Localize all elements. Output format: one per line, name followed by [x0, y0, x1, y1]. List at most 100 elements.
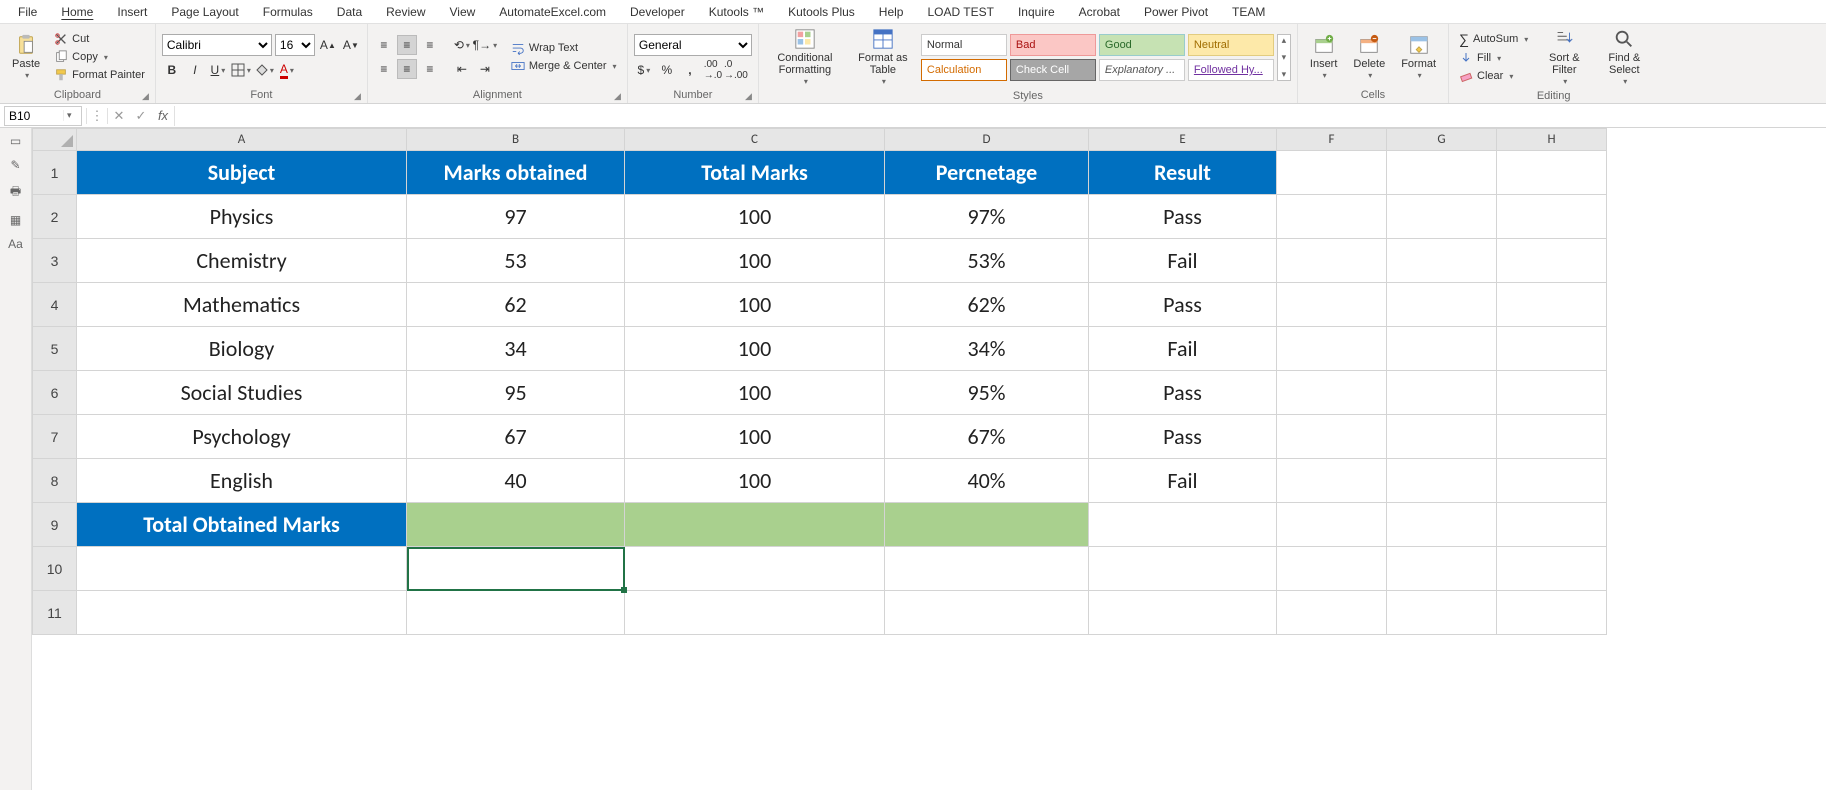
enter-formula-button[interactable]: ✓ [130, 108, 152, 124]
row-header[interactable]: 3 [33, 239, 77, 283]
tab-insert[interactable]: Insert [105, 2, 159, 22]
italic-button[interactable]: I [185, 60, 205, 80]
cell[interactable]: English [77, 459, 407, 503]
name-box[interactable]: ▾ [4, 106, 82, 126]
tab-kutools-plus[interactable]: Kutools Plus [776, 2, 867, 22]
decrease-decimal-button[interactable]: .0→.00 [726, 60, 746, 80]
cell[interactable] [1277, 371, 1387, 415]
row-header[interactable]: 10 [33, 547, 77, 591]
row-header[interactable]: 8 [33, 459, 77, 503]
col-header[interactable]: A [77, 129, 407, 151]
paste-button[interactable]: Paste ▾ [6, 32, 46, 83]
find-select-button[interactable]: Find & Select▾ [1596, 26, 1652, 89]
name-box-dropdown[interactable]: ▾ [63, 110, 75, 121]
accounting-format-button[interactable]: $▾ [634, 60, 654, 80]
total-label-cell[interactable]: Total Obtained Marks [77, 503, 407, 547]
cell[interactable] [1497, 239, 1607, 283]
format-as-table-button[interactable]: Format as Table▾ [849, 26, 917, 89]
spreadsheet-grid[interactable]: A B C D E F G H 1SubjectMarks obtainedTo… [32, 128, 1826, 790]
cell[interactable] [1497, 283, 1607, 327]
cell[interactable]: 62% [885, 283, 1089, 327]
wrap-text-button[interactable]: Wrap Text [507, 40, 621, 56]
cell[interactable] [1497, 591, 1607, 635]
number-format-select[interactable]: General [634, 34, 752, 56]
tab-team[interactable]: TEAM [1220, 2, 1277, 22]
increase-font-button[interactable]: A▲ [318, 35, 338, 55]
tab-inquire[interactable]: Inquire [1006, 2, 1067, 22]
cell[interactable]: 97% [885, 195, 1089, 239]
tab-file[interactable]: File [6, 2, 49, 22]
cell[interactable] [1387, 371, 1497, 415]
borders-button[interactable]: ▾ [231, 60, 251, 80]
conditional-formatting-button[interactable]: Conditional Formatting▾ [765, 26, 845, 89]
cell[interactable] [1387, 151, 1497, 195]
cell[interactable]: 53% [885, 239, 1089, 283]
cell[interactable]: 100 [625, 327, 885, 371]
align-center-button[interactable]: ≡ [397, 59, 417, 79]
style-bad[interactable]: Bad [1010, 34, 1096, 56]
cut-button[interactable]: Cut [50, 31, 149, 47]
cell[interactable] [1387, 327, 1497, 371]
table-header-cell[interactable]: Total Marks [625, 151, 885, 195]
comma-format-button[interactable]: , [680, 60, 700, 80]
cell[interactable] [1277, 547, 1387, 591]
decrease-font-button[interactable]: A▼ [341, 35, 361, 55]
cell[interactable]: 40 [407, 459, 625, 503]
cell[interactable] [1387, 195, 1497, 239]
cell[interactable]: 95 [407, 371, 625, 415]
cell[interactable] [1497, 547, 1607, 591]
cell[interactable] [1277, 327, 1387, 371]
cell[interactable]: Pass [1089, 283, 1277, 327]
merge-center-button[interactable]: Merge & Center▾ [507, 58, 621, 74]
cell[interactable] [1497, 415, 1607, 459]
cell[interactable]: 100 [625, 283, 885, 327]
row-header[interactable]: 4 [33, 283, 77, 327]
formula-input[interactable] [174, 106, 1826, 126]
cell[interactable]: Biology [77, 327, 407, 371]
bold-button[interactable]: B [162, 60, 182, 80]
tab-load-test[interactable]: LOAD TEST [915, 2, 1005, 22]
cell[interactable]: Pass [1089, 195, 1277, 239]
cell[interactable] [1089, 503, 1277, 547]
col-header[interactable]: E [1089, 129, 1277, 151]
cell[interactable] [1277, 151, 1387, 195]
cell[interactable] [1497, 327, 1607, 371]
cell[interactable] [885, 547, 1089, 591]
cell[interactable] [77, 591, 407, 635]
col-header[interactable]: C [625, 129, 885, 151]
cell[interactable] [1387, 283, 1497, 327]
style-check-cell[interactable]: Check Cell [1010, 59, 1096, 81]
cell[interactable] [1387, 503, 1497, 547]
tab-home[interactable]: Home [49, 2, 105, 22]
cell[interactable]: Fail [1089, 459, 1277, 503]
align-middle-button[interactable]: ≡ [397, 35, 417, 55]
cell[interactable] [407, 547, 625, 591]
sort-filter-button[interactable]: Sort & Filter▾ [1536, 26, 1592, 89]
style-followed-hyperlink[interactable]: Followed Hy... [1188, 59, 1274, 81]
cancel-formula-button[interactable]: ✕ [108, 108, 130, 124]
col-header[interactable]: G [1387, 129, 1497, 151]
cell[interactable] [1277, 591, 1387, 635]
tab-formulas[interactable]: Formulas [251, 2, 325, 22]
style-good[interactable]: Good [1099, 34, 1185, 56]
cell[interactable] [1387, 547, 1497, 591]
orientation-button[interactable]: ⟲▾ [452, 35, 472, 55]
col-header[interactable]: H [1497, 129, 1607, 151]
font-size-select[interactable]: 16 [275, 34, 315, 56]
cell[interactable]: Fail [1089, 327, 1277, 371]
cell[interactable]: 95% [885, 371, 1089, 415]
cell[interactable]: 40% [885, 459, 1089, 503]
cell[interactable] [1277, 195, 1387, 239]
align-top-button[interactable]: ≡ [374, 35, 394, 55]
cell[interactable] [1277, 283, 1387, 327]
cell[interactable] [1387, 239, 1497, 283]
rail-icon[interactable]: ▦ [10, 213, 21, 227]
underline-button[interactable]: U▾ [208, 60, 228, 80]
style-explanatory[interactable]: Explanatory ... [1099, 59, 1185, 81]
cell[interactable] [625, 591, 885, 635]
table-header-cell[interactable]: Subject [77, 151, 407, 195]
align-right-button[interactable]: ≡ [420, 59, 440, 79]
row-header[interactable]: 6 [33, 371, 77, 415]
format-cells-button[interactable]: Format▾ [1395, 32, 1442, 83]
row-header[interactable]: 11 [33, 591, 77, 635]
